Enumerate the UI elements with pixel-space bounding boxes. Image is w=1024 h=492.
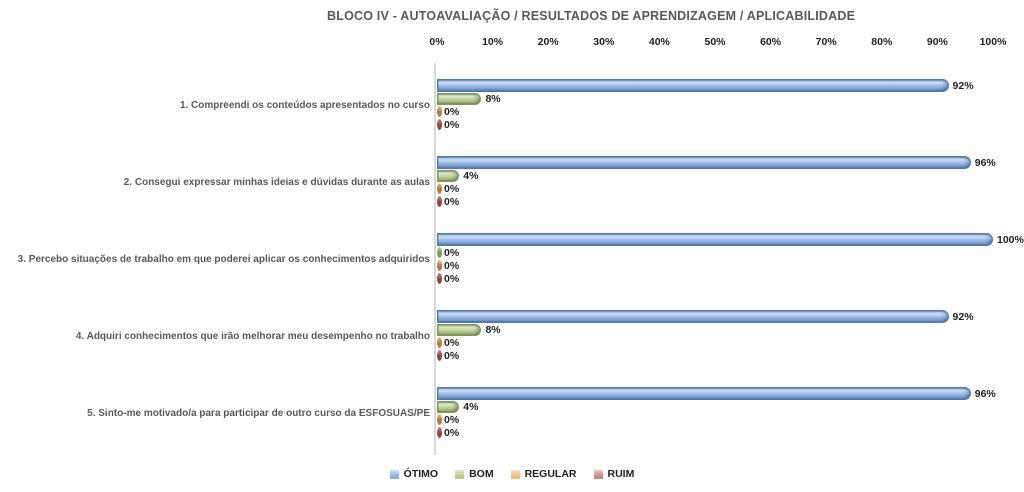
legend-label: REGULAR	[524, 468, 577, 480]
plot-area: 92% 96% 100% 92% 96% 8% 4% 0% 8% 4% 0% 0% 0% 0% 0% 0% 0%…	[437, 63, 1024, 455]
bar-ótimo	[437, 387, 971, 400]
category-label: 3. Percebo situações de trabalho em que …	[17, 253, 430, 265]
bar-value-label: 96%	[974, 156, 996, 169]
zero-mark-regular	[437, 183, 442, 194]
x-tick: 50%	[704, 36, 726, 48]
legend-item-bom: BOM	[455, 468, 494, 480]
legend-label: RUIM	[607, 468, 635, 480]
zero-mark-ruim	[437, 350, 442, 361]
x-tick: 80%	[871, 36, 893, 48]
legend-swatch-icon	[455, 469, 465, 479]
category-label: 1. Compreendi os conteúdos apresentados …	[179, 99, 430, 111]
bar-value-label: 8%	[485, 92, 501, 105]
bar-value-label: 0%	[444, 349, 460, 362]
legend-swatch-icon	[510, 469, 520, 479]
bar-value-label: 4%	[463, 169, 479, 182]
legend-label: BOM	[469, 468, 494, 480]
x-axis: 0% 10% 20% 30% 40% 50% 60% 70% 80% 90% 100%	[429, 36, 1006, 50]
bar-value-label: 92%	[952, 79, 974, 92]
bar-bom	[437, 400, 460, 413]
x-tick: 100%	[979, 36, 1007, 48]
y-axis-line	[434, 63, 436, 455]
x-tick: 40%	[648, 36, 670, 48]
legend: ÓTIMO BOM REGULAR RUIM	[0, 466, 1024, 482]
category-axis: 1. Compreendi os conteúdos apresentados …	[2, 63, 430, 455]
bar-value-label: 0%	[444, 195, 460, 208]
bar-value-label: 100%	[997, 233, 1024, 246]
bar-ótimo	[437, 233, 993, 246]
zero-mark-regular	[437, 414, 442, 425]
x-tick: 60%	[760, 36, 782, 48]
bar-value-label: 0%	[444, 246, 460, 259]
zero-mark-ruim	[437, 273, 442, 284]
bar-value-label: 0%	[444, 105, 460, 118]
zero-mark-regular	[437, 260, 442, 271]
bar-bom	[437, 92, 482, 105]
zero-mark-regular	[437, 106, 442, 117]
bar-value-label: 4%	[463, 400, 479, 413]
legend-item-ótimo: ÓTIMO	[389, 468, 439, 480]
bar-ótimo	[437, 310, 949, 323]
bar-value-label: 8%	[485, 323, 501, 336]
category-label: 4. Adquiri conhecimentos que irão melhor…	[75, 330, 430, 342]
legend-label: ÓTIMO	[403, 468, 439, 480]
bar-value-label: 92%	[952, 310, 974, 323]
x-tick: 70%	[815, 36, 837, 48]
legend-swatch-icon	[593, 469, 603, 479]
bar-ótimo	[437, 79, 949, 92]
category-label: 2. Consegui expressar minhas ideias e dú…	[123, 176, 430, 188]
bar-value-label: 0%	[444, 118, 460, 131]
x-tick: 10%	[482, 36, 504, 48]
x-tick: 90%	[926, 36, 948, 48]
zero-mark-ruim	[437, 427, 442, 438]
zero-mark-ruim	[437, 196, 442, 207]
x-tick: 30%	[593, 36, 615, 48]
bar-value-label: 0%	[444, 336, 460, 349]
bar-bom	[437, 323, 482, 336]
chart-title: BLOCO IV - AUTOAVALIAÇÃO / RESULTADOS DE…	[327, 9, 856, 23]
bar-value-label: 96%	[974, 387, 996, 400]
zero-mark-regular	[437, 337, 442, 348]
bar-value-label: 0%	[444, 413, 460, 426]
bar-value-label: 0%	[444, 259, 460, 272]
bar-value-label: 0%	[444, 272, 460, 285]
bar-bom	[437, 169, 460, 182]
zero-mark-bom	[437, 247, 442, 258]
category-label: 5. Sinto-me motivado/a para participar d…	[87, 407, 430, 419]
zero-mark-ruim	[437, 119, 442, 130]
bar-value-label: 0%	[444, 182, 460, 195]
legend-swatch-icon	[389, 469, 399, 479]
x-tick: 0%	[429, 36, 445, 48]
bar-ótimo	[437, 156, 971, 169]
bar-value-label: 0%	[444, 426, 460, 439]
legend-item-ruim: RUIM	[593, 468, 635, 480]
legend-item-regular: REGULAR	[510, 468, 577, 480]
x-tick: 20%	[537, 36, 559, 48]
